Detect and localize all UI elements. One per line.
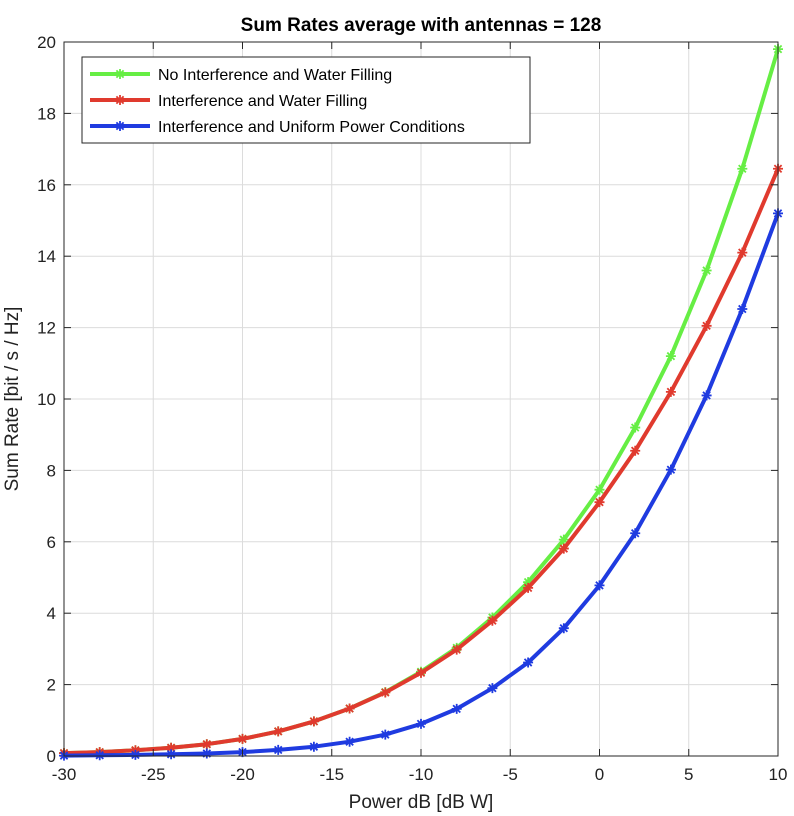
data-point (523, 577, 534, 588)
tick-layer: -30 -25 -20 -15 -10 -5 0 5 10 0 2 4 6 8 10 12 14 16 18 20 (37, 33, 787, 784)
data-point (665, 464, 676, 475)
x-tick-label: -25 (141, 765, 166, 784)
y-tick-label: 14 (37, 247, 56, 266)
data-point (380, 687, 391, 698)
legend-item: No Interference and Water Filling (90, 67, 392, 84)
data-point (273, 726, 284, 737)
data-point (487, 683, 498, 694)
y-tick-label: 12 (37, 319, 56, 338)
legend-label: No Interference and Water Filling (158, 67, 392, 84)
x-axis-title: Power dB [dB W] (349, 792, 494, 813)
data-point (380, 729, 391, 740)
data-point (737, 304, 748, 315)
data-point (308, 741, 319, 752)
data-point (115, 69, 125, 79)
x-tick-label: 5 (684, 765, 693, 784)
data-point (630, 422, 641, 433)
y-tick-label: 8 (47, 461, 56, 480)
data-point (273, 744, 284, 755)
data-point (344, 703, 355, 714)
legend-box (81, 56, 531, 144)
data-point (416, 718, 426, 729)
y-tick-label: 20 (37, 33, 56, 52)
data-point (594, 497, 605, 508)
data-point (344, 736, 355, 747)
data-point (130, 749, 141, 760)
x-tick-label: -5 (503, 765, 518, 784)
data-point (201, 739, 212, 750)
data-point (115, 121, 125, 131)
data-point (451, 703, 462, 714)
data-point (558, 623, 569, 634)
data-point (594, 484, 605, 495)
legend-item: Interference and Water Filling (90, 93, 367, 110)
legend-item: Interference and Uniform Power Condition… (90, 119, 465, 136)
data-point (523, 657, 534, 668)
y-tick-label: 2 (47, 676, 56, 695)
legend-label: Interference and Water Filling (158, 93, 367, 110)
data-point (594, 580, 605, 591)
x-tick-label: 10 (769, 765, 788, 784)
x-tick-label: -30 (52, 765, 77, 784)
series-layer (59, 44, 783, 761)
data-point (630, 528, 641, 539)
x-tick-label: -10 (409, 765, 434, 784)
series-2 (59, 163, 783, 759)
y-tick-label: 10 (37, 390, 56, 409)
y-tick-label: 16 (37, 176, 56, 195)
data-point (237, 733, 248, 744)
data-point (166, 742, 177, 753)
legend-label: Interference and Uniform Power Condition… (158, 119, 465, 136)
data-point (487, 615, 498, 626)
x-tick-label: 0 (595, 765, 604, 784)
data-point (701, 390, 712, 401)
data-point (558, 534, 569, 545)
y-tick-label: 4 (47, 604, 56, 623)
data-point (201, 748, 212, 759)
data-point (665, 351, 676, 362)
chart-title: Sum Rates average with antennas = 128 (241, 15, 602, 36)
data-point (166, 749, 177, 760)
data-point (701, 265, 712, 276)
y-tick-label: 18 (37, 104, 56, 123)
y-tick-label: 0 (47, 747, 56, 766)
data-point (665, 386, 676, 397)
y-tick-label: 6 (47, 533, 56, 552)
data-point (737, 247, 748, 258)
legend: No Interference and Water Filling Interfe… (81, 56, 531, 144)
data-point (94, 750, 105, 761)
data-point (701, 320, 712, 331)
data-point (115, 95, 125, 105)
y-axis-title: Sum Rate [bit / s / Hz] (2, 307, 23, 492)
data-point (737, 163, 748, 174)
data-point (630, 445, 641, 456)
data-point (558, 543, 569, 554)
data-point (416, 667, 426, 678)
data-point (523, 582, 534, 593)
data-point (308, 716, 319, 727)
x-tick-label: -15 (319, 765, 344, 784)
data-point (451, 644, 462, 655)
x-tick-label: -20 (230, 765, 255, 784)
